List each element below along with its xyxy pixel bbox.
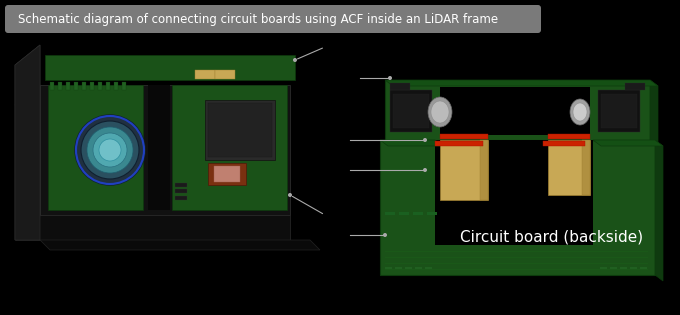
Polygon shape	[15, 45, 40, 105]
Bar	[114, 82, 118, 90]
Polygon shape	[650, 80, 658, 146]
Bar	[543, 141, 585, 146]
Bar	[90, 82, 94, 90]
Bar	[625, 83, 645, 90]
Ellipse shape	[99, 139, 121, 161]
Bar	[172, 85, 287, 210]
Bar	[390, 90, 432, 132]
Bar	[205, 100, 275, 160]
Ellipse shape	[93, 133, 127, 167]
Circle shape	[293, 58, 297, 62]
Bar	[600, 267, 607, 270]
Polygon shape	[440, 140, 488, 200]
Bar	[48, 85, 143, 210]
Ellipse shape	[75, 115, 145, 185]
Bar	[385, 212, 395, 215]
Polygon shape	[385, 80, 650, 140]
Bar	[385, 251, 648, 252]
Bar	[440, 134, 488, 139]
Circle shape	[423, 168, 427, 172]
Bar	[385, 269, 648, 270]
Bar	[435, 141, 483, 146]
Bar	[214, 166, 240, 182]
FancyBboxPatch shape	[5, 5, 541, 33]
Bar	[208, 103, 272, 157]
Bar	[548, 134, 590, 139]
Polygon shape	[195, 70, 215, 79]
Ellipse shape	[570, 99, 590, 125]
Circle shape	[388, 76, 392, 80]
Bar	[175, 183, 187, 187]
Polygon shape	[45, 55, 295, 80]
Bar	[385, 267, 392, 270]
Polygon shape	[593, 140, 663, 146]
Bar	[106, 82, 110, 90]
Polygon shape	[548, 140, 590, 195]
Bar	[385, 257, 648, 258]
Bar	[405, 267, 412, 270]
Bar	[122, 82, 126, 90]
Polygon shape	[385, 80, 658, 86]
Bar	[148, 85, 170, 210]
Bar	[380, 140, 655, 275]
Bar	[630, 267, 637, 270]
Polygon shape	[480, 140, 488, 200]
Polygon shape	[582, 140, 590, 195]
Bar	[598, 90, 640, 132]
Ellipse shape	[428, 97, 452, 127]
Bar	[610, 267, 617, 270]
Bar	[395, 267, 402, 270]
Bar	[393, 94, 429, 128]
Bar	[435, 140, 593, 245]
Bar	[427, 212, 437, 215]
Polygon shape	[215, 70, 235, 79]
Text: Circuit board (backside): Circuit board (backside)	[460, 230, 643, 244]
Polygon shape	[40, 240, 320, 250]
Bar	[74, 82, 78, 90]
Text: Schematic diagram of connecting circuit boards using ACF inside an LiDAR frame: Schematic diagram of connecting circuit …	[18, 13, 498, 26]
Bar	[425, 267, 432, 270]
Bar	[399, 212, 409, 215]
Polygon shape	[15, 215, 290, 240]
Bar	[415, 267, 422, 270]
Polygon shape	[380, 140, 443, 146]
Bar	[413, 212, 423, 215]
Bar	[620, 267, 627, 270]
Ellipse shape	[81, 121, 139, 179]
Polygon shape	[15, 85, 40, 240]
Bar	[175, 196, 187, 200]
Bar	[175, 189, 187, 193]
Bar	[640, 267, 647, 270]
Polygon shape	[40, 85, 290, 215]
Polygon shape	[15, 45, 40, 240]
Ellipse shape	[87, 127, 133, 173]
Bar	[66, 82, 70, 90]
Circle shape	[288, 193, 292, 197]
Bar	[385, 263, 648, 264]
Bar	[98, 82, 102, 90]
Bar	[601, 94, 637, 128]
Bar	[50, 82, 54, 90]
Circle shape	[423, 138, 427, 142]
Bar	[390, 83, 410, 90]
Ellipse shape	[431, 101, 449, 123]
Bar	[208, 163, 246, 185]
Polygon shape	[655, 140, 663, 281]
Bar	[58, 82, 62, 90]
Bar	[440, 87, 590, 135]
Ellipse shape	[573, 103, 587, 121]
Circle shape	[383, 233, 387, 237]
Bar	[82, 82, 86, 90]
